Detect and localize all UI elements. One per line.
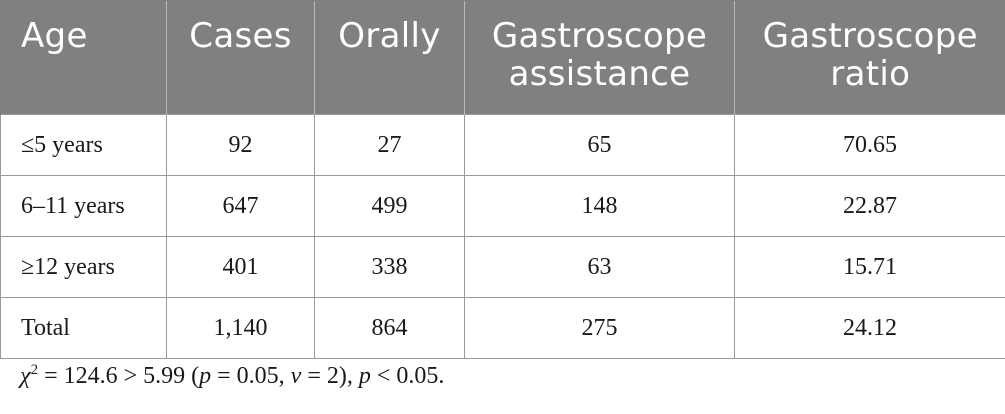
header-orally: Orally	[314, 0, 465, 115]
chi-exponent: 2	[30, 362, 39, 378]
table-row-total: Total 1,140 864 275 24.12	[0, 297, 1005, 359]
nu-symbol: ν	[290, 363, 302, 389]
cell-gastroscope-ratio: 22.87	[734, 175, 1005, 237]
header-row: Age Cases Orally Gastroscope assistance …	[0, 0, 1005, 115]
cell-gastroscope-ratio: 70.65	[734, 114, 1005, 176]
header-gastroscope-assistance: Gastroscope assistance	[464, 0, 735, 115]
header-gastroscope-ratio: Gastroscope ratio	[734, 0, 1005, 115]
cell-gastroscope-ratio: 15.71	[734, 236, 1005, 298]
cell-gastroscope-ratio: 24.12	[734, 297, 1005, 359]
footnote-text-3: = 2),	[301, 363, 359, 389]
chi-symbol: χ	[20, 363, 31, 389]
cell-gastroscope-assistance: 148	[464, 175, 735, 237]
table-header: Age Cases Orally Gastroscope assistance …	[0, 0, 1005, 115]
cell-age: Total	[0, 297, 167, 359]
cell-age: ≥12 years	[0, 236, 167, 298]
footnote-text-4: < 0.05.	[370, 363, 445, 389]
table-row: ≤5 years 92 27 65 70.65	[0, 114, 1005, 176]
table-row: ≥12 years 401 338 63 15.71	[0, 236, 1005, 298]
cell-orally: 499	[314, 175, 465, 237]
table-footnote: χ2 = 124.6 > 5.99 (p = 0.05, ν = 2), p <…	[20, 361, 444, 391]
cell-cases: 647	[166, 175, 315, 237]
cell-age: 6–11 years	[0, 175, 167, 237]
header-cases: Cases	[166, 0, 315, 115]
cell-orally: 338	[314, 236, 465, 298]
cell-cases: 401	[166, 236, 315, 298]
table-body: ≤5 years 92 27 65 70.65 6–11 years 647 4…	[0, 114, 1005, 359]
cell-orally: 864	[314, 297, 465, 359]
cell-age: ≤5 years	[0, 114, 167, 176]
footnote-text-1: = 124.6 > 5.99 (	[38, 363, 200, 389]
data-table: Age Cases Orally Gastroscope assistance …	[0, 0, 1005, 359]
cell-gastroscope-assistance: 63	[464, 236, 735, 298]
header-age: Age	[0, 0, 167, 115]
footnote-text-2: = 0.05,	[211, 363, 291, 389]
cell-gastroscope-assistance: 65	[464, 114, 735, 176]
p-symbol: p	[199, 363, 212, 389]
p-symbol: p	[358, 363, 371, 389]
cell-orally: 27	[314, 114, 465, 176]
cell-cases: 1,140	[166, 297, 315, 359]
table-row: 6–11 years 647 499 148 22.87	[0, 175, 1005, 237]
cell-cases: 92	[166, 114, 315, 176]
cell-gastroscope-assistance: 275	[464, 297, 735, 359]
